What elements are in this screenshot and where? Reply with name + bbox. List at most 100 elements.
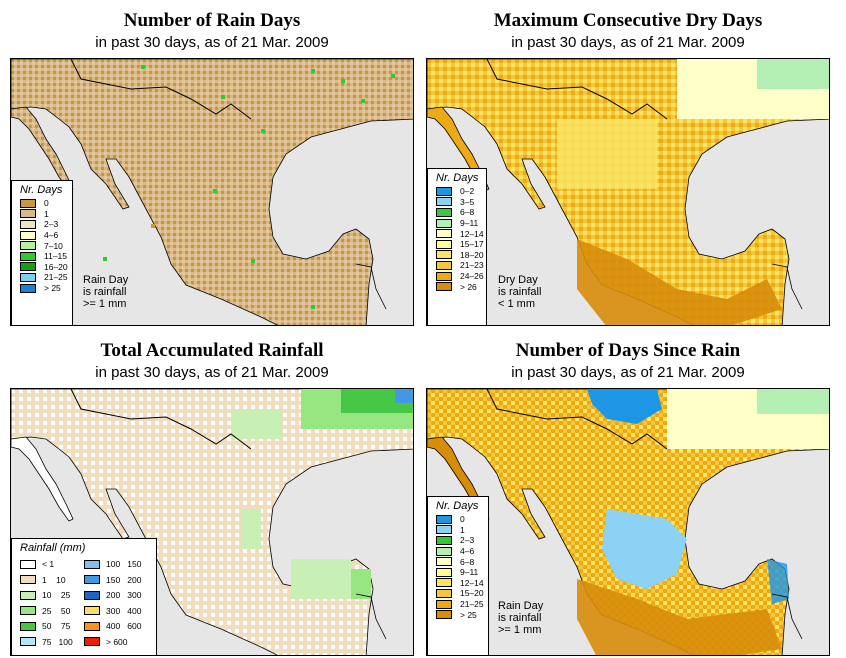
- legend-item: 300 400: [84, 606, 141, 616]
- legend-item: > 25: [20, 283, 72, 294]
- legend-item: 6–8: [436, 556, 488, 567]
- legend-swatch: [20, 219, 36, 229]
- legend-item: 0: [436, 514, 488, 525]
- legend-total-rainfall: Rainfall (mm) < 1 1 10 10 25 25 50 50 75 75 1…: [11, 538, 157, 656]
- legend-swatch: [436, 218, 452, 228]
- legend-swatch: [436, 250, 452, 260]
- legend-swatch: [436, 282, 452, 292]
- legend-item: 15–20: [436, 588, 488, 599]
- legend-label: > 25: [44, 283, 61, 294]
- legend-item: 0: [20, 198, 72, 209]
- panel-dry-days: Maximum Consecutive Dry Days in past 30 …: [426, 10, 830, 330]
- legend-swatch: [436, 514, 452, 524]
- legend-swatch: [20, 621, 36, 631]
- legend-swatch: [436, 567, 452, 577]
- legend-item: > 600: [84, 637, 128, 647]
- legend-item: 18–20: [436, 250, 486, 261]
- map-rain-days-svg: [11, 59, 413, 325]
- legend-label: > 600: [106, 636, 128, 647]
- legend-label: 4–6: [44, 230, 59, 241]
- panel-rain-days: Number of Rain Days in past 30 days, as …: [10, 10, 414, 330]
- legend-label: 9–11: [460, 567, 479, 578]
- legend-swatch: [436, 239, 452, 249]
- legend-swatch: [436, 197, 452, 207]
- legend-swatch: [436, 535, 452, 545]
- legend-item: 16–20: [20, 262, 72, 273]
- legend-label: 11–15: [44, 251, 68, 262]
- green-pixels: [103, 65, 395, 309]
- legend-label: 0: [44, 198, 49, 209]
- note-line: Rain Day: [498, 600, 544, 612]
- legend-label: 400 600: [106, 621, 142, 631]
- legend-title: Nr. Days: [436, 500, 479, 512]
- legend-item: 21–25: [20, 272, 72, 283]
- legend-item: 75 100: [20, 637, 73, 647]
- legend-item: 10 25: [20, 590, 70, 600]
- legend-label: 9–11: [460, 218, 479, 229]
- note-line: is rainfall: [498, 612, 542, 624]
- legend-swatch: [436, 557, 452, 567]
- legend-item: 200 300: [84, 590, 141, 600]
- legend-item: 150 200: [84, 575, 141, 585]
- legend-item: > 25: [436, 609, 488, 620]
- note-line: < 1 mm: [498, 298, 535, 310]
- legend-label: 21–25: [44, 272, 68, 283]
- legend-rows: 0 1 2–3 4–6 6–8 9–11 12–14 15–20 21–25 > 25: [428, 514, 488, 620]
- legend-swatch: [20, 637, 36, 646]
- legend-label: 200 300: [106, 590, 142, 600]
- legend-swatch: [436, 186, 452, 196]
- legend-item: 1: [436, 525, 488, 536]
- legend-item: 0–2: [436, 186, 486, 197]
- legend-swatch: [436, 260, 452, 270]
- legend-label: > 26: [460, 281, 477, 292]
- map-rain-days: [10, 58, 414, 326]
- legend-item: 9–11: [436, 218, 486, 229]
- legend-swatch: [84, 559, 100, 569]
- legend-swatch: [436, 229, 452, 239]
- legend-swatch: [20, 209, 36, 219]
- legend-item: 6–8: [436, 207, 486, 218]
- legend-rain-days: Nr. Days 0 1 2–3 4–6 7–10 11–15 16–20 21–25 > 25: [11, 180, 73, 326]
- legend-item: 50 75: [20, 621, 70, 631]
- legend-swatch: [436, 271, 452, 281]
- legend-label: 4–6: [460, 546, 475, 557]
- legend-label: 15–17: [460, 239, 484, 250]
- legend-item: 400 600: [84, 621, 141, 631]
- legend-item: 25 50: [20, 606, 70, 616]
- note-line: Dry Day: [498, 274, 538, 286]
- panel-subtitle: in past 30 days, as of 21 Mar. 2009: [95, 364, 329, 381]
- legend-item: 12–14: [436, 578, 488, 589]
- legend-swatch: [20, 575, 36, 584]
- dry-day-note: Dry Day is rainfall < 1 mm: [498, 274, 541, 310]
- legend-title: Rainfall (mm): [20, 542, 86, 554]
- legend-item: 11–15: [20, 251, 72, 262]
- legend-label: 6–8: [460, 207, 475, 218]
- legend-item: 24–26: [436, 271, 486, 282]
- legend-item: 4–6: [436, 546, 488, 557]
- legend-swatch: [436, 588, 452, 598]
- legend-item: 1: [20, 209, 72, 220]
- legend-rows: 0 1 2–3 4–6 7–10 11–15 16–20 21–25 > 25: [12, 198, 72, 293]
- legend-item: > 26: [436, 281, 486, 292]
- legend-swatch: [20, 559, 36, 569]
- legend-swatch: [436, 546, 452, 556]
- legend-label: 25 50: [42, 605, 71, 616]
- legend-swatch: [20, 283, 36, 293]
- legend-label: 1: [460, 524, 465, 535]
- panel-title: Number of Rain Days: [123, 10, 301, 31]
- legend-swatch: [20, 590, 36, 600]
- panel-subtitle: in past 30 days, as of 21 Mar. 2009: [511, 364, 745, 381]
- legend-label: 2–3: [44, 219, 59, 230]
- legend-label: 0: [460, 514, 465, 525]
- panel-title: Maximum Consecutive Dry Days: [493, 10, 763, 31]
- legend-item: 2–3: [436, 535, 488, 546]
- legend-swatch: [20, 230, 36, 240]
- legend-swatch: [436, 578, 452, 588]
- map-dry-days-svg: [427, 59, 829, 325]
- legend-item: 4–6: [20, 230, 72, 241]
- legend-swatch: [20, 606, 36, 615]
- legend-label: 21–25: [460, 599, 484, 610]
- panel-subtitle: in past 30 days, as of 21 Mar. 2009: [511, 34, 745, 51]
- legend-label: 2–3: [460, 535, 475, 546]
- legend-label: 100 150: [106, 559, 142, 569]
